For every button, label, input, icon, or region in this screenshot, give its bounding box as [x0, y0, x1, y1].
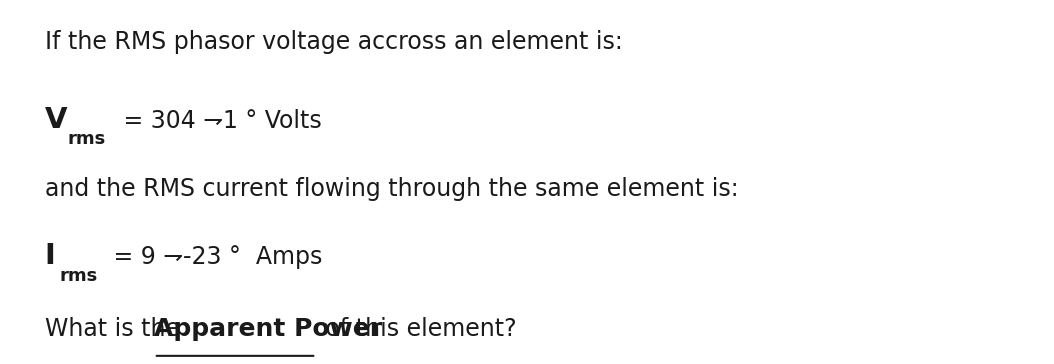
Text: What is the: What is the [44, 317, 188, 341]
Text: Apparent Power: Apparent Power [154, 317, 382, 341]
Text: and the RMS current flowing through the same element is:: and the RMS current flowing through the … [44, 177, 739, 201]
Text: = 304 ⇁1 ° Volts: = 304 ⇁1 ° Volts [116, 109, 321, 133]
Text: If the RMS phasor voltage accross an element is:: If the RMS phasor voltage accross an ele… [44, 30, 623, 54]
Text: rms: rms [59, 266, 98, 285]
Text: of this element?: of this element? [318, 317, 516, 341]
Text: = 9 ⇁-23 °  Amps: = 9 ⇁-23 ° Amps [105, 245, 321, 269]
Text: rms: rms [67, 130, 106, 149]
Text: V: V [44, 106, 67, 134]
Text: I: I [44, 242, 56, 270]
